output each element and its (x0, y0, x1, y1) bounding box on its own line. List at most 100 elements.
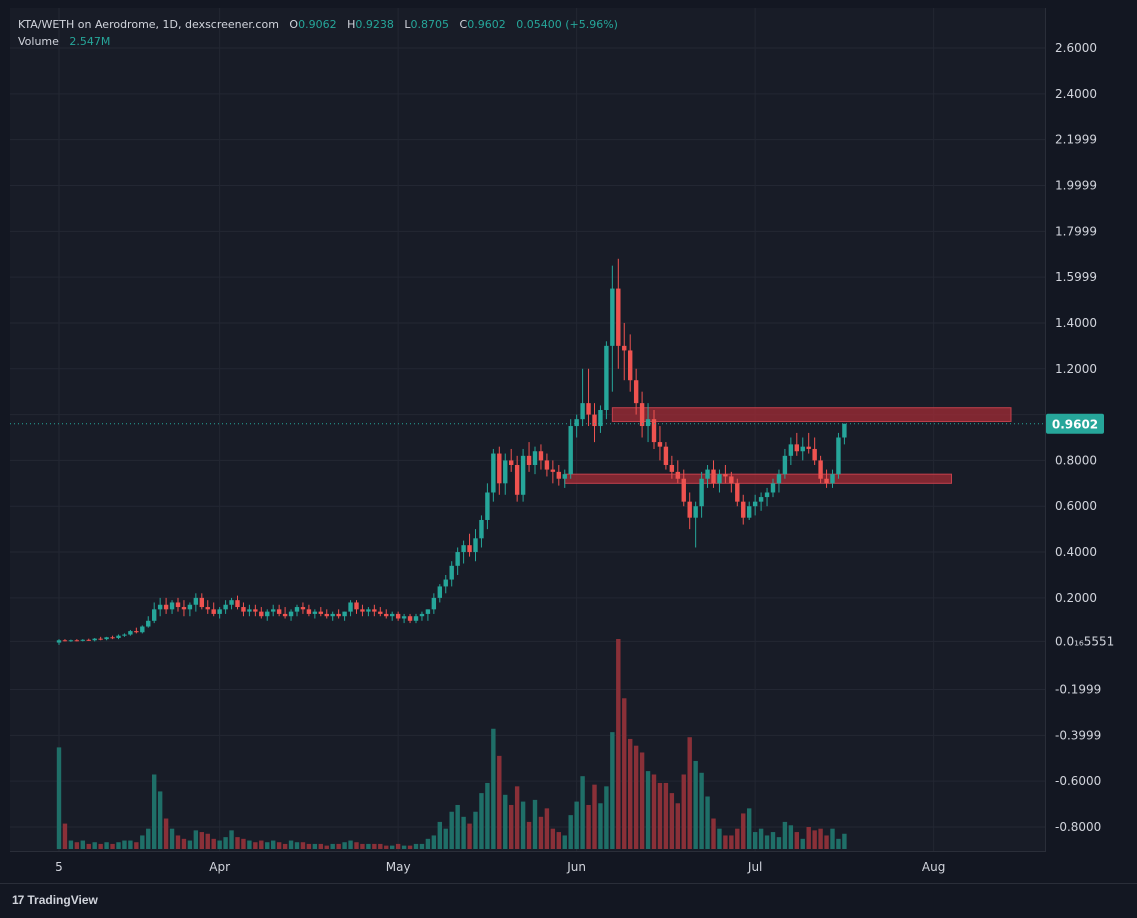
volume-bar (116, 842, 121, 849)
volume-bar (651, 774, 657, 849)
candle-body (425, 609, 431, 614)
candle-body (693, 506, 698, 518)
candle-body (152, 609, 157, 621)
candle-body (592, 414, 597, 427)
brand-name: TradingView (27, 893, 98, 907)
candle-body (449, 565, 454, 580)
volume-bar (390, 845, 395, 849)
candle-body (461, 545, 466, 553)
volume-bar (764, 835, 770, 849)
volume-bar (330, 843, 335, 849)
candle-body (181, 607, 187, 610)
candle-body (294, 607, 300, 612)
volume-bar (544, 808, 550, 849)
resistance-zone (564, 473, 952, 484)
candle-body (794, 444, 799, 452)
y-axis-label: 1.4000 (1055, 316, 1097, 330)
volume-bar (169, 828, 175, 849)
volume-bar (86, 843, 91, 849)
candle-body (526, 455, 532, 465)
candle-body (169, 602, 175, 610)
candle-body (265, 611, 270, 617)
candle-body (229, 600, 234, 605)
change-value: 0.05400 (+5.96%) (516, 18, 618, 31)
volume-bar (419, 843, 425, 849)
volume-bar (175, 835, 181, 849)
candle-body (253, 609, 258, 612)
plot-area[interactable] (10, 8, 1046, 852)
candle-body (241, 607, 246, 612)
high-value: 0.9238 (355, 18, 394, 31)
x-axis-label: Aug (922, 860, 945, 874)
candle-body (128, 631, 133, 635)
volume-bar (491, 728, 496, 849)
volume-bar (348, 840, 353, 849)
volume-bar (473, 811, 478, 849)
candle-body (544, 460, 550, 470)
volume-bar (788, 825, 794, 849)
candle-body (669, 464, 675, 472)
last-price-tag-text: 0.9602 (1052, 418, 1098, 432)
volume-bar (378, 843, 383, 849)
candle-body (711, 469, 716, 484)
candle-body (92, 638, 97, 641)
last-price-tag (1046, 413, 1104, 434)
volume-bar (104, 842, 109, 849)
volume-bar (354, 842, 359, 849)
volume-bar (157, 791, 163, 849)
volume-bar (604, 786, 609, 849)
close-label: C (459, 18, 468, 31)
candle-body (741, 501, 746, 518)
volume-bar (56, 747, 62, 849)
candle-body (639, 403, 645, 427)
candle-body (770, 483, 776, 493)
candle-body (729, 476, 734, 484)
candle-body (193, 597, 199, 605)
y-axis-label: 0.2000 (1055, 591, 1097, 605)
volume-bar (288, 840, 294, 849)
candle-body (157, 604, 163, 610)
candle-body (146, 620, 151, 627)
candle-body (842, 423, 847, 438)
volume-bar (568, 815, 573, 849)
volume-bar (598, 803, 603, 849)
volume-bar (699, 772, 704, 849)
volume-bar (538, 816, 544, 849)
candle-body (431, 597, 437, 610)
volume-bar (741, 813, 746, 849)
candle-body (163, 604, 169, 610)
volume-bar (520, 801, 526, 849)
candle-body (413, 616, 419, 621)
open-label: O (289, 18, 299, 31)
candle-body (818, 460, 823, 479)
candle-body (455, 552, 460, 566)
volume-bar (776, 837, 782, 849)
volume-bar (187, 840, 193, 849)
candle-body (473, 538, 478, 553)
candle-body (550, 469, 556, 472)
volume-bar (247, 840, 252, 849)
candle-body (616, 288, 621, 346)
volume-bar (437, 821, 442, 849)
volume-bar (163, 818, 169, 849)
tradingview-logo[interactable]: 17 TradingView (12, 893, 98, 907)
x-axis-label: May (386, 860, 411, 874)
volume-bar (431, 835, 437, 849)
candle-body (318, 611, 323, 614)
candle-body (562, 474, 567, 479)
volume-bar (98, 843, 103, 849)
y-axis-label: 1.7999 (1055, 224, 1097, 238)
volume-bar (122, 840, 127, 849)
y-axis-label: 0.8000 (1055, 453, 1097, 467)
volume-bar (217, 840, 222, 849)
volume-bar (622, 698, 627, 849)
y-axis-label: 2.4000 (1055, 87, 1097, 101)
candle-body (98, 638, 103, 640)
volume-bar (134, 842, 139, 849)
footer-bar: 17 TradingView (0, 883, 1137, 918)
candle-body (788, 444, 794, 456)
candle-body (271, 609, 276, 612)
candle-body (354, 602, 359, 610)
volume-bar (282, 843, 288, 849)
